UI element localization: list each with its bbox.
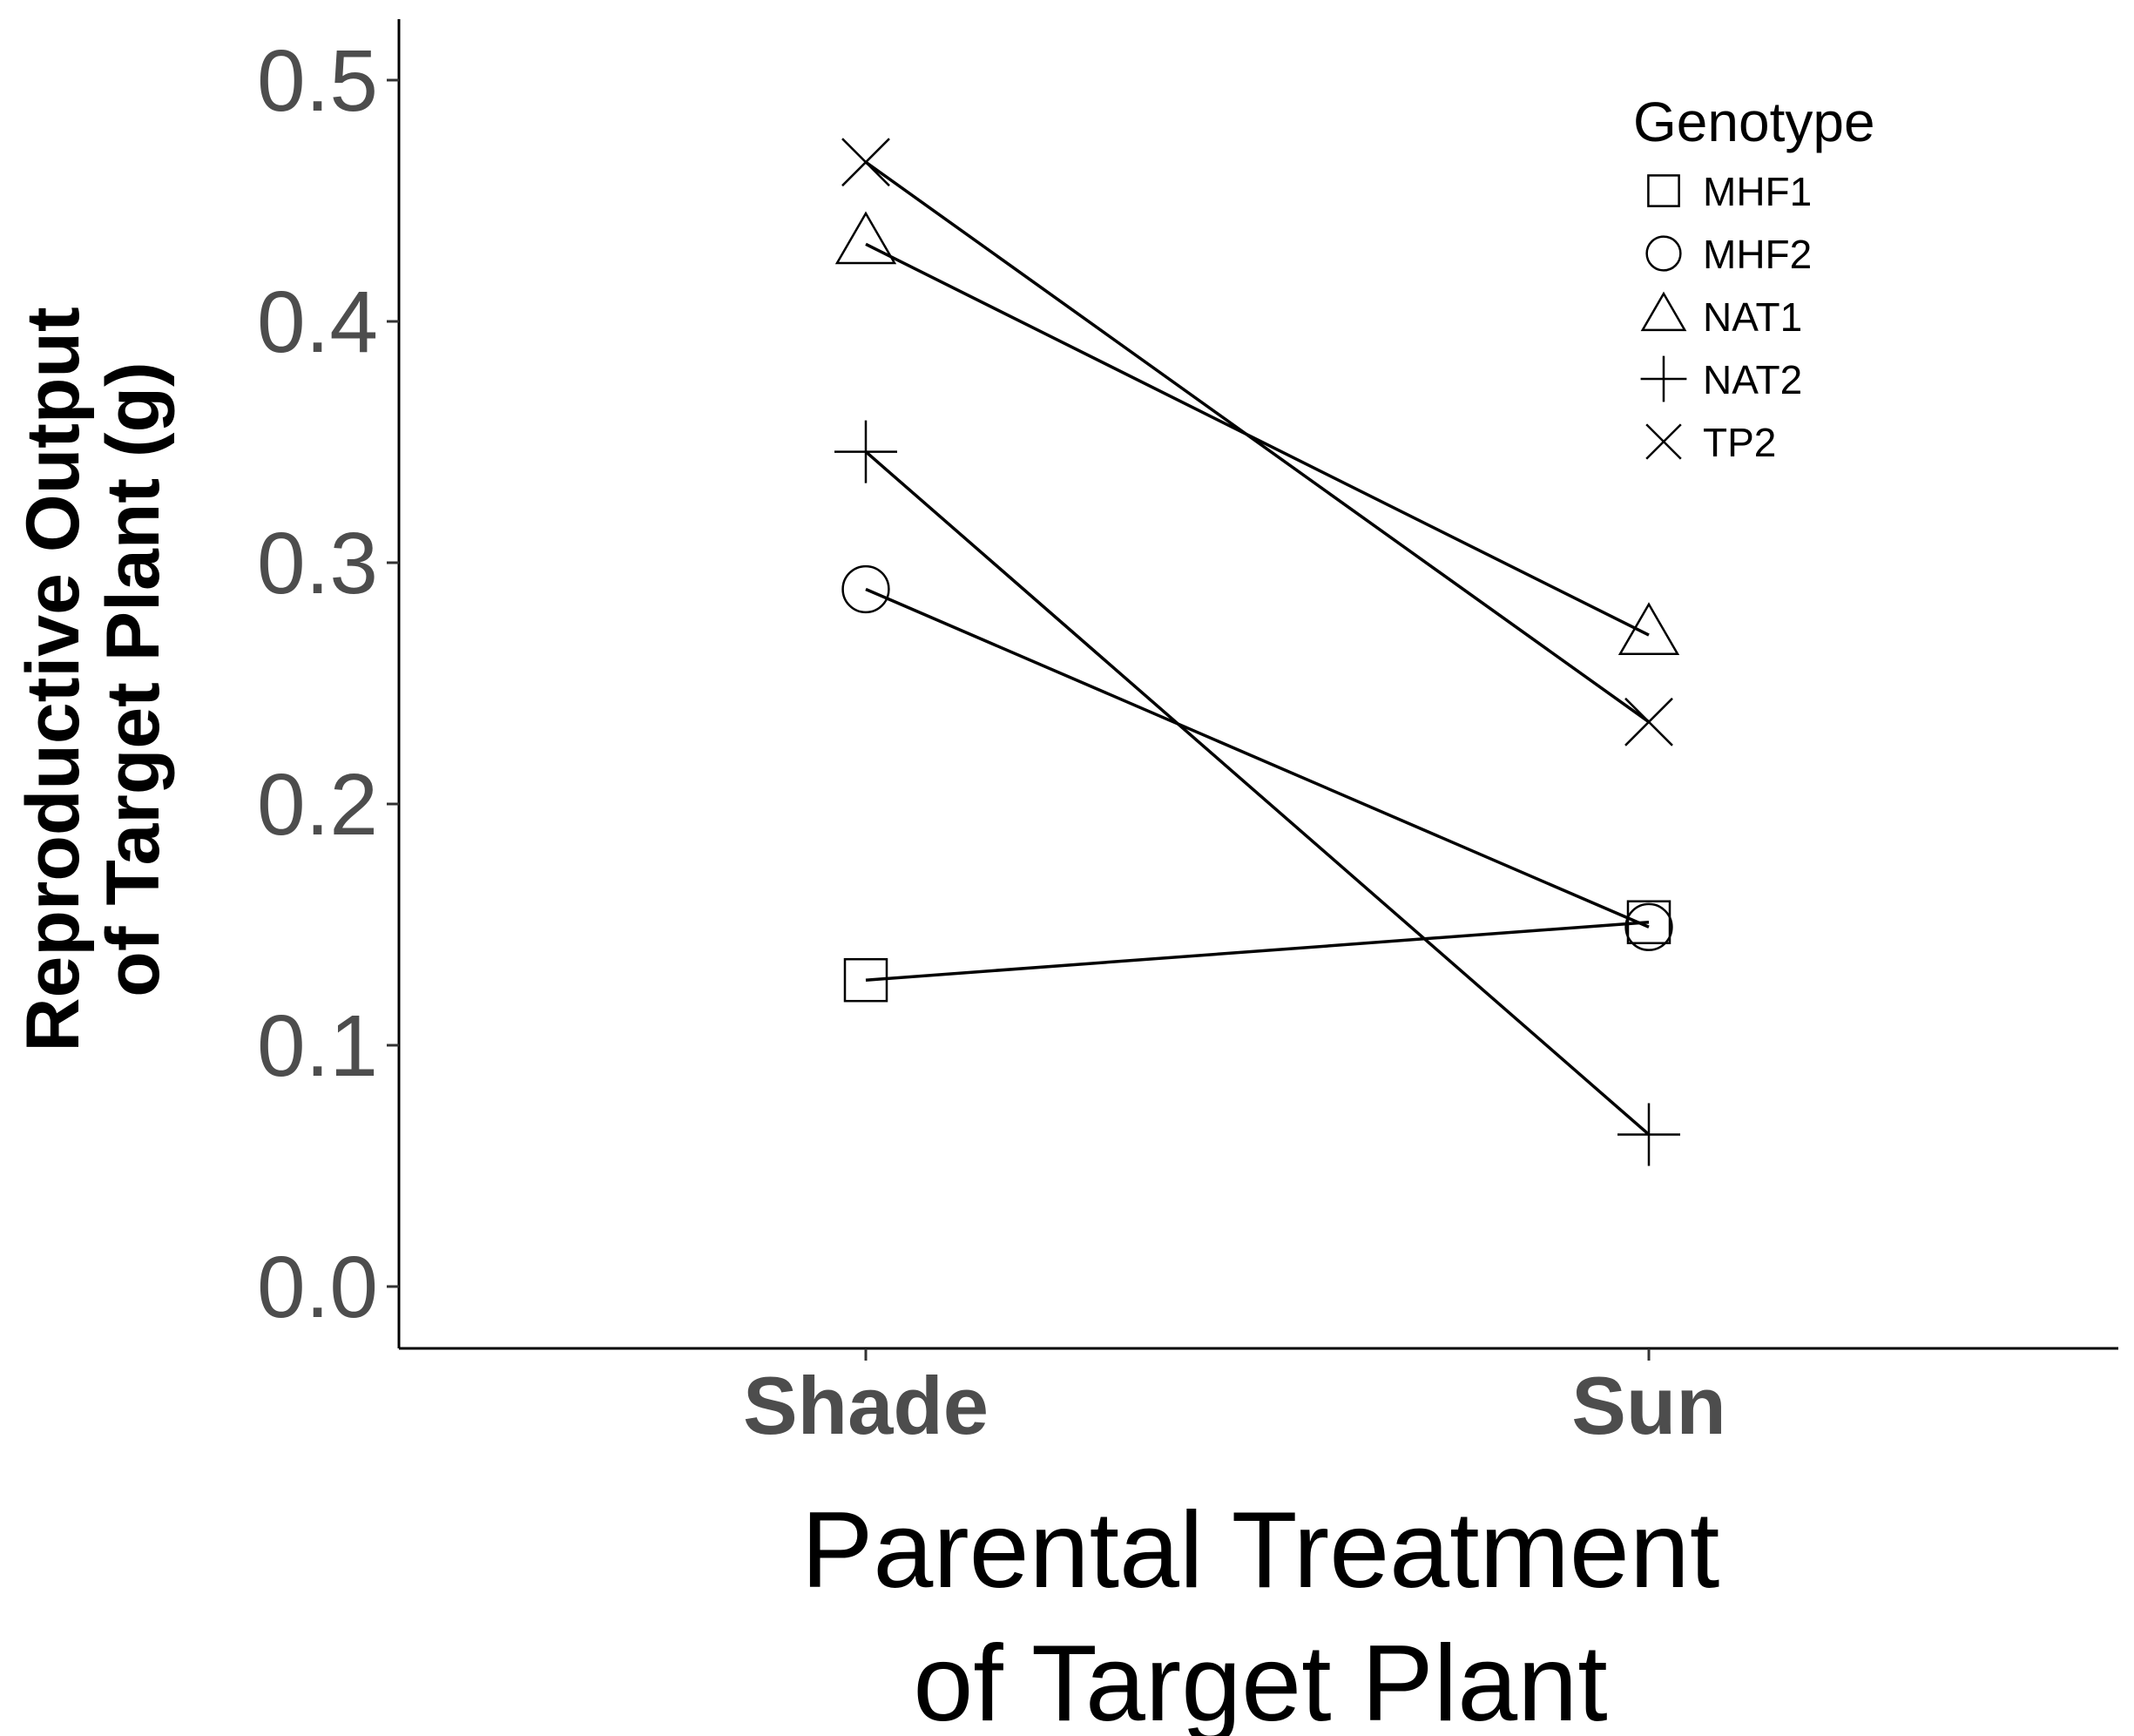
legend-item-mhf2: MHF2 bbox=[1645, 232, 1812, 277]
y-tick-label: 0.4 bbox=[257, 274, 378, 371]
point-tp2-shade bbox=[841, 138, 890, 187]
legend-key-nat1 bbox=[1640, 291, 1687, 332]
series-line-nat1 bbox=[865, 242, 1650, 637]
legend-label: MHF2 bbox=[1703, 232, 1812, 277]
point-nat2-shade bbox=[834, 420, 897, 483]
legend-label: TP2 bbox=[1703, 420, 1776, 465]
legend-key-mhf2 bbox=[1645, 235, 1682, 272]
series-line-tp2 bbox=[864, 160, 1651, 724]
x-axis-title: Parental Treatment of Target Plant bbox=[801, 1490, 1720, 1736]
y-tick-label: 0.2 bbox=[257, 756, 378, 854]
x-axis-label: of Target Plant bbox=[913, 1624, 1607, 1736]
legend-key-mhf1 bbox=[1647, 174, 1680, 207]
point-mhf1-shade bbox=[843, 957, 888, 1003]
point-tp2-sun bbox=[1624, 697, 1673, 746]
series-tp2 bbox=[841, 138, 1673, 746]
axes bbox=[397, 19, 2118, 1350]
x-axis-label: Parental Treatment bbox=[801, 1490, 1720, 1611]
point-nat2-sun bbox=[1617, 1103, 1680, 1166]
legend-item-nat2: NAT2 bbox=[1640, 355, 1802, 402]
legend-key-nat2 bbox=[1640, 355, 1687, 402]
y-tick-label: 0.1 bbox=[257, 997, 378, 1095]
y-tick-label: 0.3 bbox=[257, 515, 378, 612]
x-tick-label: Shade bbox=[743, 1360, 989, 1451]
point-mhf2-shade bbox=[841, 564, 890, 614]
series-nat1 bbox=[834, 211, 1680, 656]
legend-label: NAT1 bbox=[1703, 294, 1802, 340]
point-mhf2-sun bbox=[1624, 902, 1673, 951]
y-axis-label: Reproductive Outputof Target Plant (g) bbox=[11, 307, 175, 1051]
y-tick-labels: 0.0 0.1 0.2 0.3 0.4 0.5 bbox=[257, 32, 399, 1336]
y-tick-label: 0.0 bbox=[257, 1239, 378, 1336]
series-line-mhf2 bbox=[865, 587, 1650, 929]
legend-label: NAT2 bbox=[1703, 357, 1802, 402]
y-axis-label-line: of Target Plant (g) bbox=[91, 361, 175, 996]
series-line-mhf1 bbox=[865, 920, 1650, 982]
y-axis-title: Reproductive Outputof Target Plant (g) bbox=[11, 307, 175, 1051]
series-line-nat2 bbox=[864, 450, 1651, 1136]
y-axis-label-line: Reproductive Output bbox=[11, 307, 95, 1051]
x-tick-label: Sun bbox=[1571, 1360, 1726, 1451]
series-nat2 bbox=[834, 420, 1680, 1166]
legend-item-mhf1: MHF1 bbox=[1647, 169, 1812, 214]
y-tick-label: 0.5 bbox=[257, 32, 378, 130]
legend-item-nat1: NAT1 bbox=[1640, 291, 1802, 340]
series-mhf1 bbox=[843, 900, 1671, 1003]
point-nat1-shade bbox=[834, 211, 897, 265]
legend-item-tp2: TP2 bbox=[1645, 420, 1776, 465]
point-mhf1-sun bbox=[1626, 900, 1671, 944]
series-layer bbox=[834, 138, 1680, 1166]
legend-key-tp2 bbox=[1645, 423, 1682, 460]
point-nat1-sun bbox=[1617, 602, 1680, 656]
series-mhf2 bbox=[841, 564, 1673, 951]
legend-title: Genotype bbox=[1633, 91, 1875, 153]
x-tick-labels: Shade Sun bbox=[743, 1348, 1726, 1451]
legend-label: MHF1 bbox=[1703, 169, 1812, 214]
legend: Genotype MHF1 MHF2 NAT1 NAT2 TP2 bbox=[1633, 91, 1875, 465]
